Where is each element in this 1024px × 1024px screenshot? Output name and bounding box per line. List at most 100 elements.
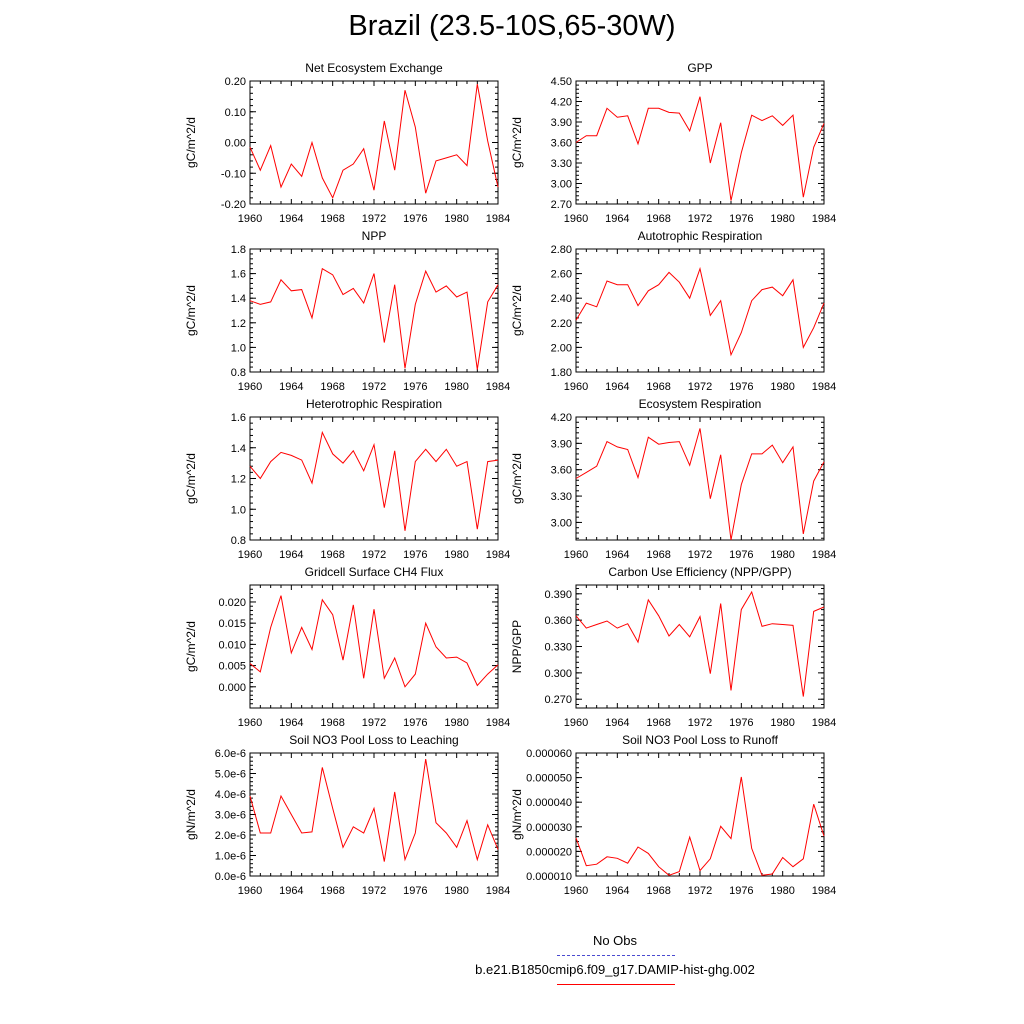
chart-title: Heterotrophic Respiration bbox=[306, 397, 442, 411]
y-axis-label: NPP/GPP bbox=[510, 620, 524, 673]
x-tick-label: 1976 bbox=[729, 381, 753, 393]
y-tick-label: 3.90 bbox=[551, 117, 572, 129]
series-line bbox=[575, 590, 825, 697]
x-tick-label: 1968 bbox=[320, 717, 344, 729]
x-tick-label: 1980 bbox=[770, 717, 794, 729]
x-tick-label: 1976 bbox=[729, 549, 753, 561]
y-tick-label: 0.000040 bbox=[526, 797, 572, 809]
chart-panel: NPP gC/m^2/d 1960 1964 1968 1972 1976 1980 1984 0… bbox=[184, 229, 510, 393]
y-tick-label: 0.330 bbox=[544, 642, 572, 654]
chart-title: Soil NO3 Pool Loss to Leaching bbox=[289, 733, 458, 747]
y-tick-label: 1.6 bbox=[231, 269, 246, 281]
x-tick-label: 1960 bbox=[238, 549, 262, 561]
x-tick-label: 1960 bbox=[238, 381, 262, 393]
x-tick-label: 1976 bbox=[729, 213, 753, 225]
x-tick-label: 1984 bbox=[812, 885, 836, 897]
series-line bbox=[249, 759, 499, 862]
y-tick-label: 0.0e-6 bbox=[215, 871, 246, 883]
x-tick-label: 1960 bbox=[564, 885, 588, 897]
plot-frame bbox=[249, 248, 499, 373]
plot-frame bbox=[249, 416, 499, 541]
y-tick-label: 3.30 bbox=[551, 491, 572, 503]
series-line bbox=[249, 267, 499, 370]
x-tick-label: 1964 bbox=[605, 213, 629, 225]
y-tick-label: 6.0e-6 bbox=[215, 748, 246, 760]
y-tick-label: 0.300 bbox=[544, 668, 572, 680]
plot-frame bbox=[249, 752, 499, 877]
x-tick-label: 1968 bbox=[320, 549, 344, 561]
x-tick-label: 1972 bbox=[362, 717, 386, 729]
y-tick-label: 2.60 bbox=[551, 269, 572, 281]
x-tick-label: 1964 bbox=[279, 717, 303, 729]
y-tick-label: 4.20 bbox=[551, 412, 572, 424]
x-tick-label: 1964 bbox=[605, 885, 629, 897]
y-tick-label: 0.000060 bbox=[526, 748, 572, 760]
x-tick-label: 1968 bbox=[320, 381, 344, 393]
y-tick-label: 1.0 bbox=[231, 504, 246, 516]
chart-panel: Gridcell Surface CH4 Flux gC/m^2/d 1960 196… bbox=[184, 565, 510, 729]
y-tick-label: -0.10 bbox=[221, 168, 246, 180]
chart-title: GPP bbox=[687, 61, 712, 75]
x-tick-label: 1984 bbox=[486, 381, 510, 393]
x-tick-label: 1976 bbox=[403, 717, 427, 729]
plot-frame bbox=[249, 584, 499, 709]
x-tick-label: 1980 bbox=[770, 213, 794, 225]
y-tick-label: 0.015 bbox=[218, 618, 246, 630]
x-tick-label: 1972 bbox=[688, 213, 712, 225]
x-tick-label: 1972 bbox=[362, 213, 386, 225]
series-line bbox=[575, 776, 825, 876]
legend-line-obs bbox=[557, 955, 675, 956]
legend-label-model: b.e21.B1850cmip6.f09_g17.DAMIP-hist-ghg.… bbox=[475, 962, 755, 977]
x-tick-label: 1976 bbox=[403, 549, 427, 561]
y-tick-label: 3.60 bbox=[551, 138, 572, 150]
y-axis-label: gN/m^2/d bbox=[510, 789, 524, 840]
y-tick-label: 2.80 bbox=[551, 244, 572, 256]
x-tick-label: 1984 bbox=[812, 213, 836, 225]
y-tick-label: 4.0e-6 bbox=[215, 789, 246, 801]
y-tick-label: 1.4 bbox=[231, 293, 246, 305]
y-tick-label: 3.00 bbox=[551, 517, 572, 529]
y-tick-label: 0.8 bbox=[231, 367, 246, 379]
x-tick-label: 1980 bbox=[770, 381, 794, 393]
x-tick-label: 1984 bbox=[486, 717, 510, 729]
y-tick-label: 0.020 bbox=[218, 597, 246, 609]
y-tick-label: 0.000020 bbox=[526, 846, 572, 858]
chart-title: Autotrophic Respiration bbox=[638, 229, 763, 243]
chart-panel: Net Ecosystem Exchange gC/m^2/d 1960 1964 19… bbox=[184, 61, 510, 225]
y-axis-label: gC/m^2/d bbox=[510, 117, 524, 168]
y-tick-label: -0.20 bbox=[221, 199, 246, 211]
y-tick-label: 3.30 bbox=[551, 158, 572, 170]
y-tick-label: 3.0e-6 bbox=[215, 810, 246, 822]
y-axis-label: gC/m^2/d bbox=[184, 621, 198, 672]
series-line bbox=[249, 84, 499, 200]
x-tick-label: 1976 bbox=[729, 885, 753, 897]
chart-title: NPP bbox=[362, 229, 387, 243]
chart-title: Ecosystem Respiration bbox=[639, 397, 762, 411]
x-tick-label: 1976 bbox=[403, 213, 427, 225]
chart-panel: Carbon Use Efficiency (NPP/GPP) NPP/GPP 19… bbox=[510, 565, 836, 729]
x-tick-label: 1980 bbox=[770, 885, 794, 897]
legend-label-obs: No Obs bbox=[592, 933, 638, 948]
y-tick-label: 1.2 bbox=[231, 318, 246, 330]
y-tick-label: 0.8 bbox=[231, 535, 246, 547]
y-axis-label: gC/m^2/d bbox=[510, 453, 524, 504]
y-tick-label: 0.10 bbox=[225, 107, 246, 119]
y-tick-label: 5.0e-6 bbox=[215, 769, 246, 781]
x-tick-label: 1984 bbox=[812, 717, 836, 729]
y-tick-label: 0.000 bbox=[218, 682, 246, 694]
x-tick-label: 1968 bbox=[320, 213, 344, 225]
plot-frame bbox=[575, 416, 825, 541]
plot-frame bbox=[575, 584, 825, 709]
x-tick-label: 1980 bbox=[770, 549, 794, 561]
y-tick-label: 1.80 bbox=[551, 367, 572, 379]
y-tick-label: 1.6 bbox=[231, 412, 246, 424]
x-tick-label: 1980 bbox=[444, 885, 468, 897]
y-tick-label: 4.50 bbox=[551, 76, 572, 88]
chart-title: Net Ecosystem Exchange bbox=[305, 61, 443, 75]
x-tick-label: 1980 bbox=[444, 717, 468, 729]
chart-panel: Soil NO3 Pool Loss to Runoff gN/m^2/d 1960… bbox=[510, 733, 836, 897]
x-tick-label: 1968 bbox=[646, 549, 670, 561]
series-line bbox=[575, 266, 825, 357]
x-tick-label: 1976 bbox=[403, 381, 427, 393]
series-line bbox=[249, 595, 499, 688]
